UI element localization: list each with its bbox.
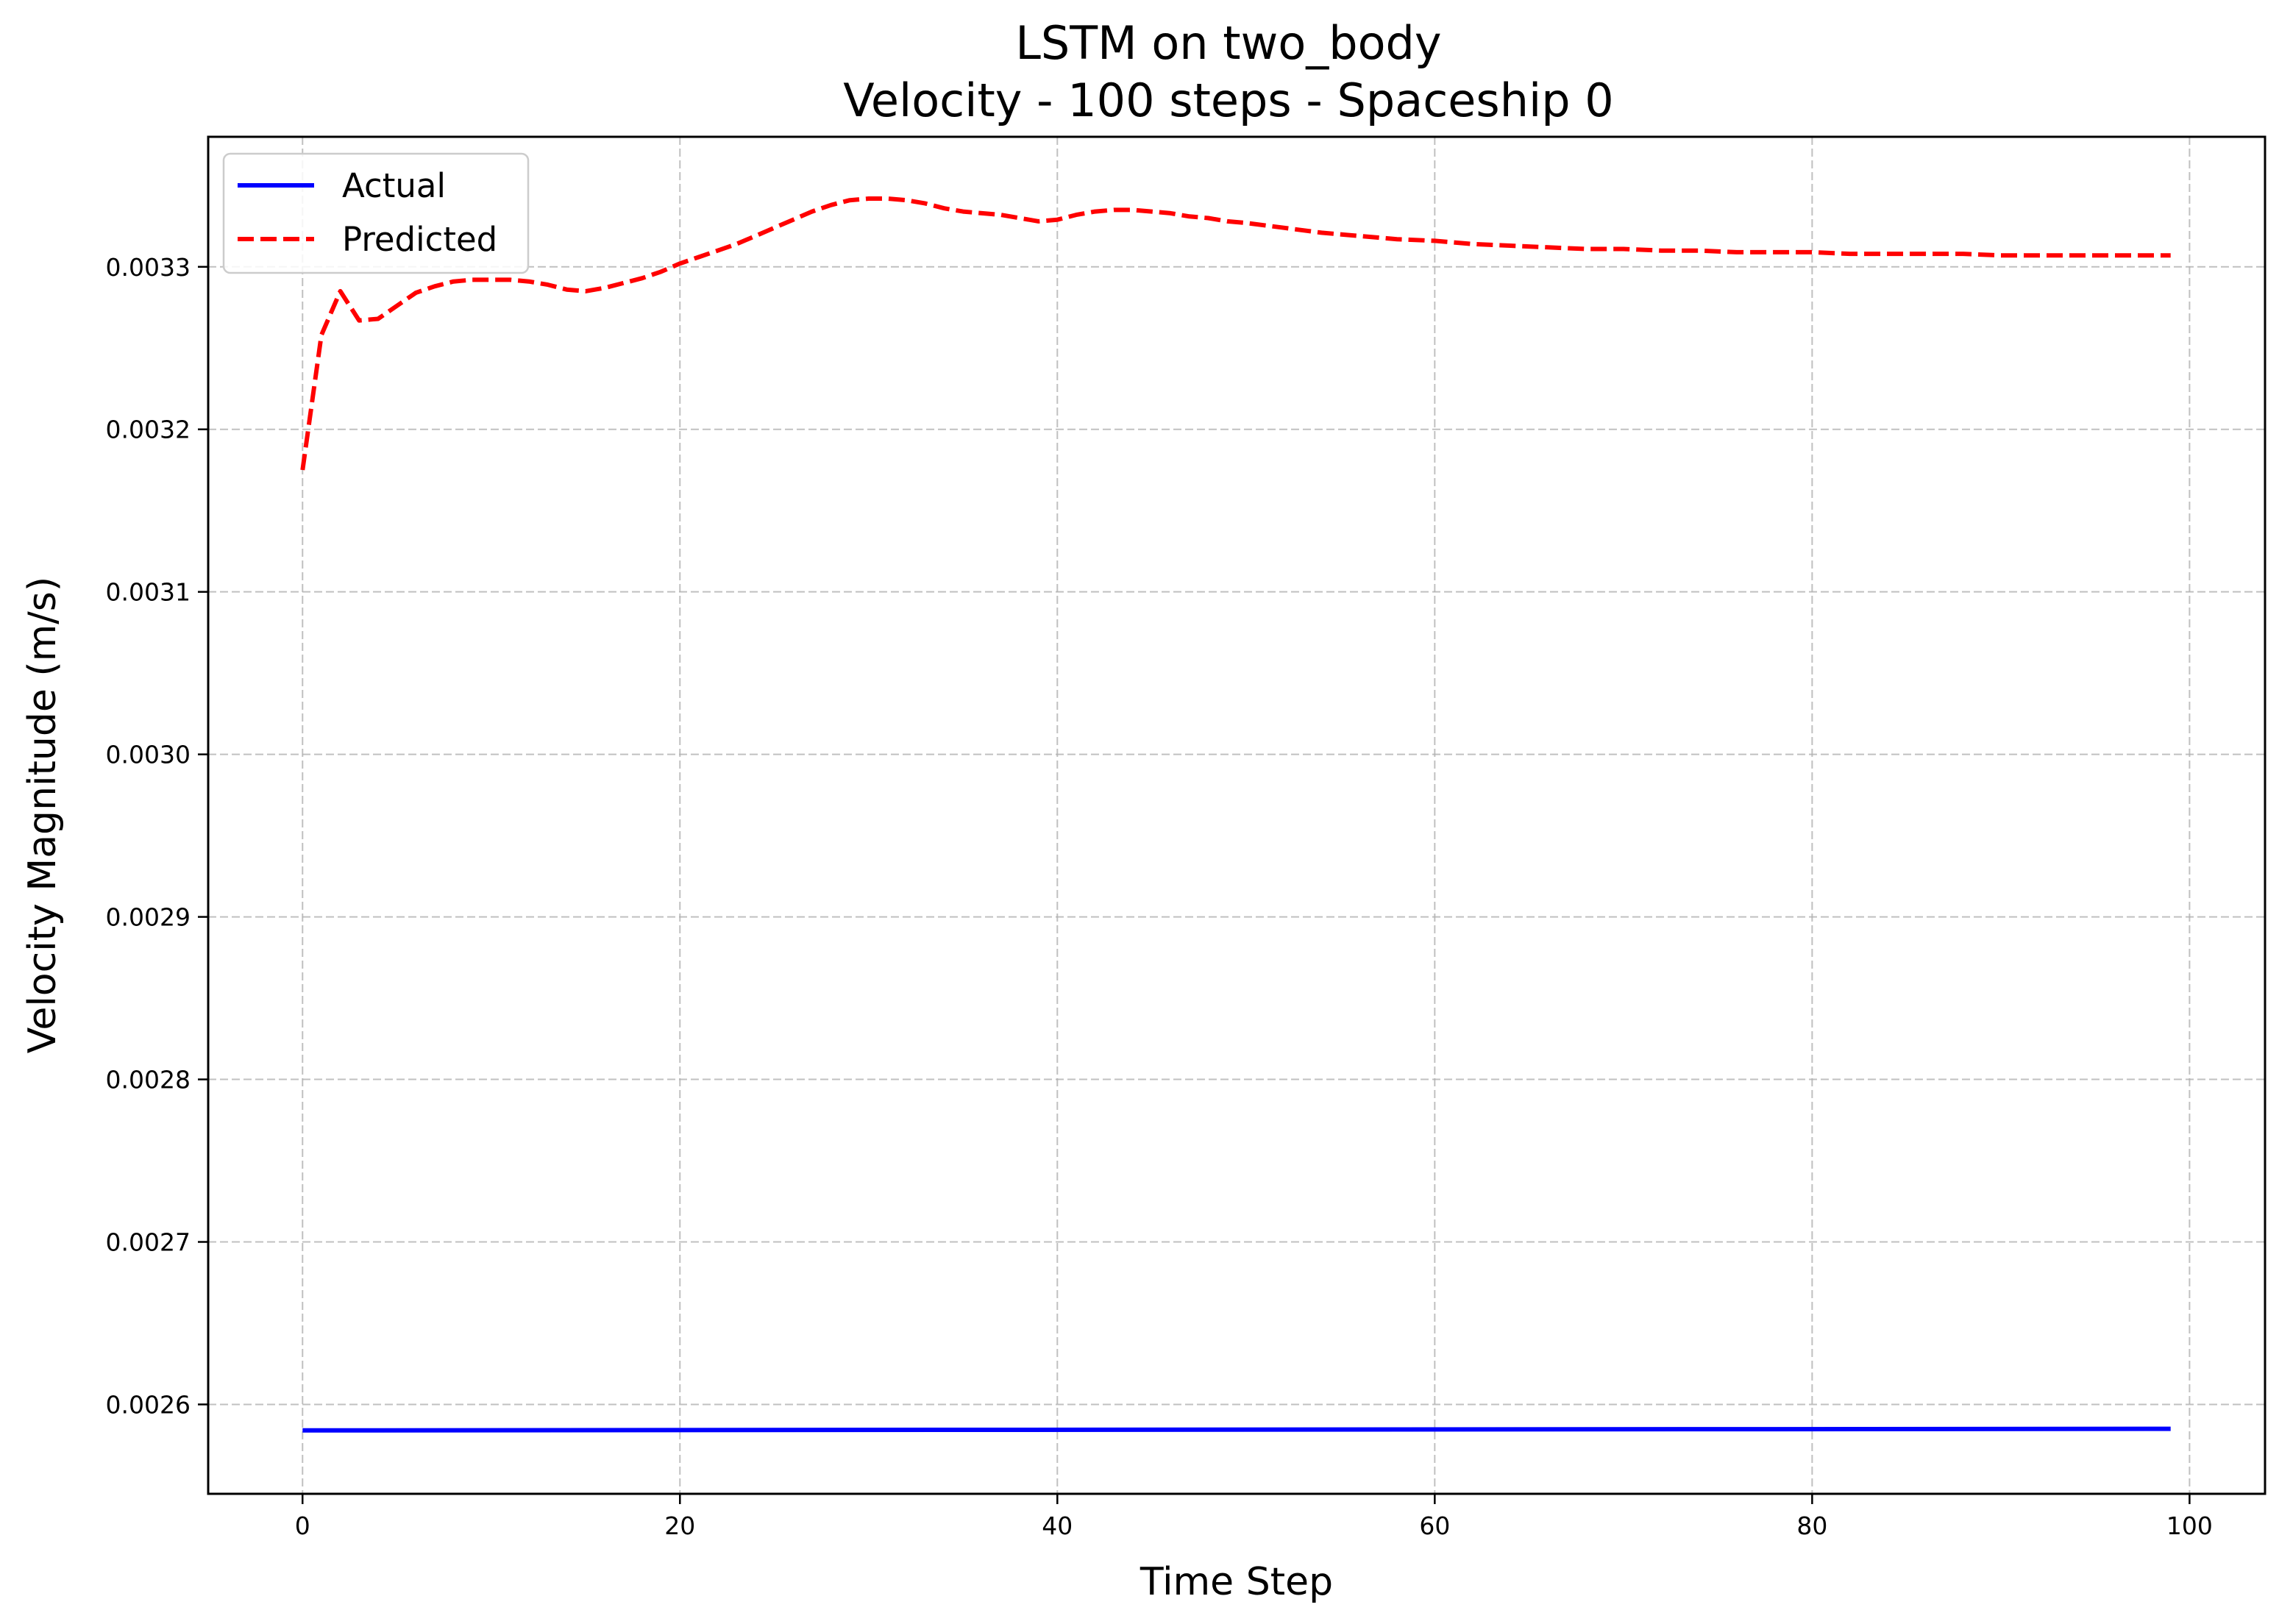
y-axis-ticks: 0.0026 0.0027 0.0028 0.0029 0.0030 0.0031 0.00… (106, 253, 208, 1419)
grid (208, 137, 2265, 1494)
x-axis-ticks: 0 20 40 60 80 100 (295, 1494, 2213, 1540)
legend-label-actual: Actual (342, 166, 446, 205)
legend: Actual Predicted (222, 152, 530, 274)
y-tick-label: 0.0033 (106, 253, 191, 282)
y-tick-label: 0.0028 (106, 1066, 191, 1094)
x-tick-label: 40 (1042, 1511, 1073, 1540)
x-tick-label: 0 (295, 1511, 310, 1540)
legend-label-predicted: Predicted (342, 220, 497, 259)
x-axis-label: Time Step (1140, 1560, 1333, 1604)
y-tick-label: 0.0029 (106, 903, 191, 932)
y-tick-label: 0.0026 (106, 1390, 191, 1419)
x-tick-label: 20 (664, 1511, 695, 1540)
x-tick-label: 60 (1419, 1511, 1450, 1540)
x-tick-label: 100 (2166, 1511, 2213, 1540)
chart-subtitle: Velocity - 100 steps - Spaceship 0 (843, 74, 1614, 127)
series-lines (300, 196, 2171, 1433)
series-line-predicted (300, 196, 2171, 471)
y-tick-label: 0.0032 (106, 416, 191, 444)
series-line-actual (302, 1426, 2171, 1433)
y-tick-label: 0.0027 (106, 1228, 191, 1257)
y-axis-label: Velocity Magnitude (m/s) (21, 577, 65, 1053)
y-tick-label: 0.0030 (106, 741, 191, 769)
y-tick-label: 0.0031 (106, 578, 191, 607)
chart-title: LSTM on two_body (1015, 16, 1441, 70)
plot-frame (207, 135, 2266, 1495)
x-tick-label: 80 (1796, 1511, 1827, 1540)
